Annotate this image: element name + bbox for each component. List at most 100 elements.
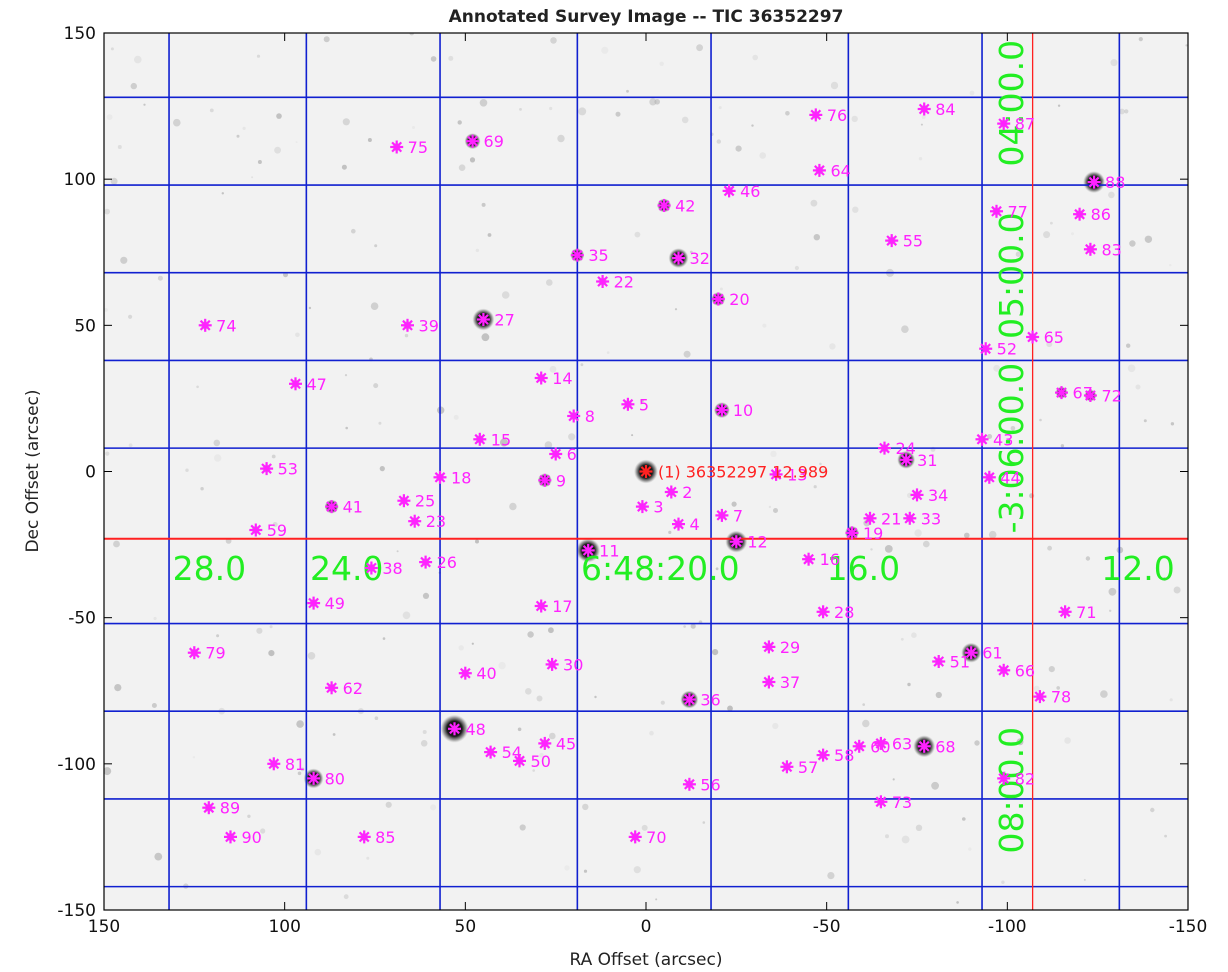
sky-speck (157, 275, 163, 281)
sky-speck (173, 118, 181, 127)
sky-speck (1110, 59, 1118, 67)
sky-speck (829, 343, 836, 350)
sky-speck (674, 308, 678, 311)
sky-speck (345, 426, 349, 430)
sky-speck (988, 530, 997, 539)
ra-grid-label: 28.0 (173, 549, 246, 588)
star-label: 73 (892, 793, 912, 812)
sky-speck (185, 468, 189, 472)
star-marker (260, 462, 274, 476)
sky-speck (500, 438, 508, 447)
star-marker (975, 432, 989, 446)
star-marker (874, 795, 888, 809)
sky-speck (1119, 108, 1125, 115)
star-label: 44 (1000, 468, 1020, 487)
sky-speck (549, 106, 553, 111)
star-marker (628, 830, 642, 844)
sky-speck (731, 501, 737, 507)
sky-speck (359, 683, 362, 686)
star-marker (635, 500, 649, 514)
star-label: 50 (531, 752, 551, 771)
sky-speck (1185, 44, 1188, 47)
sky-speck (153, 616, 157, 621)
ra-grid-label: 12.0 (1101, 549, 1174, 588)
star-label: 5 (639, 395, 649, 414)
star-marker (903, 511, 917, 525)
sky-speck (128, 314, 133, 319)
sky-speck (430, 56, 437, 62)
sky-speck (209, 108, 214, 113)
sky-speck (1001, 880, 1005, 884)
sky-speck (1071, 232, 1074, 236)
sky-speck (268, 650, 275, 657)
sky-speck (269, 625, 273, 629)
star-marker (408, 514, 422, 528)
sky-speck (884, 545, 893, 553)
sky-speck (1043, 231, 1051, 239)
star-label: 16 (820, 550, 840, 569)
sky-speck (696, 44, 703, 52)
sky-speck (885, 834, 889, 839)
star-marker (1055, 386, 1068, 400)
sky-speck (852, 206, 859, 213)
star-label: 70 (646, 828, 666, 847)
star-marker (249, 523, 263, 537)
sky-speck (402, 611, 411, 620)
sky-speck (110, 47, 114, 51)
sky-speck (1162, 577, 1167, 581)
star-label: 29 (780, 638, 800, 657)
sky-speck (247, 814, 251, 818)
star-marker (397, 494, 411, 508)
sky-speck (420, 740, 428, 747)
sky-speck (772, 722, 779, 730)
sky-speck (626, 89, 629, 93)
sky-speck (830, 81, 839, 90)
star-marker (990, 204, 1003, 218)
star-marker (224, 830, 237, 844)
star-marker (1073, 207, 1087, 221)
star-label: 55 (903, 232, 923, 251)
star-label: 54 (502, 743, 522, 762)
sky-speck (536, 695, 543, 702)
sky-speck (104, 308, 108, 312)
sky-speck (660, 700, 665, 705)
star-marker (997, 117, 1011, 131)
sky-speck (430, 804, 437, 811)
y-axis: 150 100 50 0 -50 -100 -150 (57, 24, 1188, 921)
sky-speck (907, 682, 911, 687)
x-tick-label: -150 (1169, 917, 1208, 937)
sky-speck (633, 866, 641, 874)
star-label: 10 (733, 401, 753, 420)
star-marker (899, 453, 913, 467)
dec-grid-label: 04:00.0 (992, 40, 1031, 167)
star-marker (1083, 242, 1097, 256)
star-label: 37 (780, 673, 800, 692)
sky-speck (1164, 834, 1167, 838)
sky-speck (702, 821, 706, 824)
sky-speck (1127, 364, 1136, 373)
sky-speck (509, 502, 517, 511)
sky-speck (712, 649, 719, 656)
star-label: 36 (700, 691, 720, 710)
sky-speck (295, 141, 298, 144)
star-marker (964, 646, 978, 660)
sky-speck (1150, 807, 1155, 813)
star-label: 80 (325, 769, 345, 788)
star-label: 14 (552, 369, 572, 388)
sky-speck (1083, 878, 1086, 881)
sky-speck (785, 111, 790, 116)
star-label: 21 (881, 509, 901, 528)
sky-speck (479, 99, 488, 107)
star-label: 87 (1015, 115, 1035, 134)
target-marker (639, 465, 653, 478)
sky-speck (1010, 426, 1016, 431)
star-label: 17 (552, 597, 572, 616)
sky-speck (344, 374, 348, 377)
chart-title: Annotated Survey Image -- TIC 36352297 (449, 7, 844, 27)
sky-speck (655, 898, 658, 901)
star-marker (878, 441, 891, 455)
star-marker (534, 371, 548, 385)
star-label: 15 (491, 430, 511, 449)
star-marker (448, 722, 461, 736)
sky-speck (300, 767, 305, 772)
